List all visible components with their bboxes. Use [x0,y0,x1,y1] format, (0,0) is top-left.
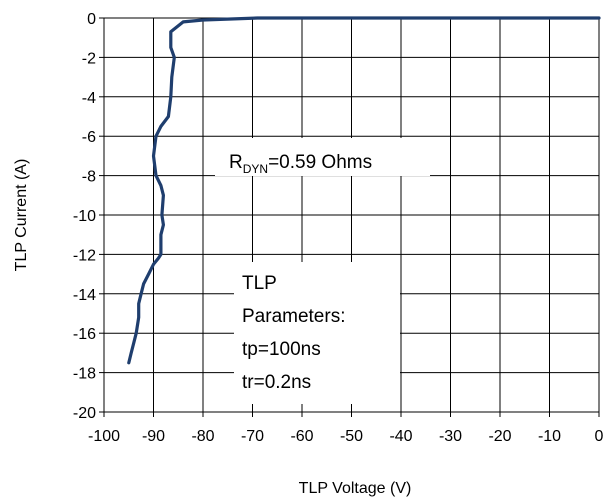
rdyn-annotation-box [215,138,430,176]
y-tick-label: -18 [73,366,96,383]
parameters-line-4: tr=0.2ns [242,372,311,393]
x-tick-label: -60 [290,428,313,445]
series [127,16,601,365]
x-tick-label: -90 [142,428,165,445]
x-tick-label: -30 [439,428,462,445]
y-tick-label: 0 [87,11,96,28]
x-tick-label: -40 [389,428,412,445]
y-tick-label: -2 [82,50,96,67]
parameters-line-3: tp=100ns [242,339,321,360]
x-tick-label: -50 [340,428,363,445]
y-tick-label: -6 [82,129,96,146]
rdyn-annotation: RDYN=0.59 Ohms [229,152,372,176]
rdyn-symbol: R [229,152,243,173]
y-tick-label: -20 [73,405,96,422]
y-tick-label: -10 [73,208,96,225]
y-tick-label: -8 [82,169,96,186]
series-line [127,16,601,365]
y-tick-label: -16 [73,326,96,343]
y-tick-label: -4 [82,90,96,107]
tick-labels: -100 -90 -80 -70 -60 -50 -40 -30 -20 -10 0-20-18-1… [73,11,604,445]
x-tick-label: 0 [595,428,604,445]
x-axis-title: TLP Voltage (V) [299,480,412,497]
x-tick-label: -20 [488,428,511,445]
rdyn-value: =0.59 Ohms [268,152,372,173]
y-axis-title: TLP Current (A) [13,159,30,272]
y-tick-label: -12 [73,247,96,264]
x-tick-label: -10 [538,428,561,445]
x-tick-label: -80 [191,428,214,445]
rdyn-subscript: DYN [243,162,268,176]
x-tick-label: -100 [88,428,120,445]
parameters-annotation-box [234,262,400,404]
x-tick-label: -70 [241,428,264,445]
annotation-boxes [215,138,430,404]
y-tick-label: -14 [73,287,96,304]
parameters-line-2: Parameters: [242,306,345,327]
axes [99,17,600,417]
parameters-line-1: TLP [242,273,277,294]
